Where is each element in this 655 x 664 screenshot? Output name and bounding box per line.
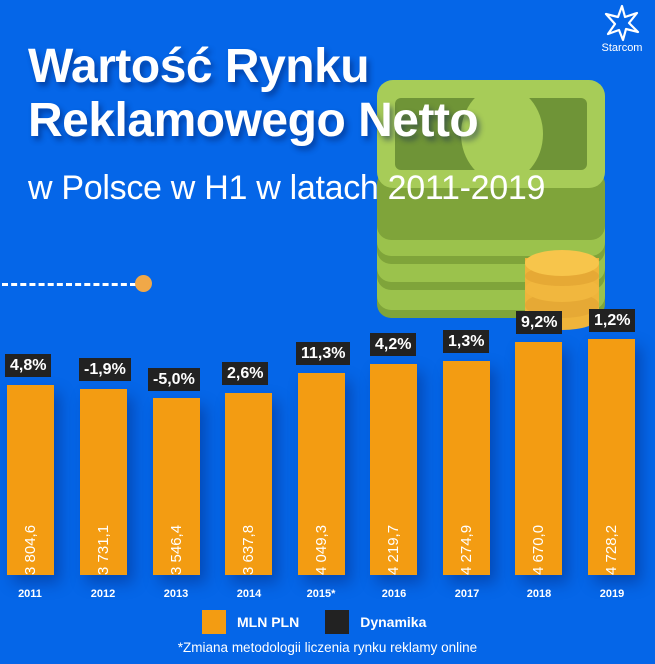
bar-value: 4 670,0 (529, 524, 547, 575)
title-line-1: Wartość Rynku (28, 40, 370, 93)
bar-value: 4 274,9 (457, 524, 475, 575)
legend-swatch-orange (202, 610, 226, 634)
year-label: 2011 (18, 588, 42, 600)
growth-label: 1,2% (589, 309, 636, 332)
year-label: 2012 (90, 588, 116, 600)
chart-legend: MLN PLN Dynamika (202, 610, 452, 634)
bar-value: 3 637,8 (239, 524, 257, 575)
money-stack-illustration (377, 80, 605, 330)
year-label: 2013 (163, 588, 189, 600)
growth-label: 4,8% (5, 354, 52, 377)
year-label: 2019 (599, 588, 625, 600)
bar-value: 4 049,3 (312, 524, 330, 575)
bar-2018: 4 670,0 (515, 342, 562, 575)
growth-label: -5,0% (148, 368, 200, 391)
bar-value: 3 546,4 (167, 524, 185, 575)
year-label: 2014 (236, 588, 262, 600)
page-title: Wartość Rynku Reklamowego Netto (28, 40, 479, 148)
bar-2015: 4 049,3 (298, 373, 345, 575)
bar-2016: 4 219,7 (370, 364, 417, 575)
title-line-2: Reklamowego Netto (28, 94, 479, 147)
growth-label: -1,9% (79, 358, 131, 381)
growth-label: 11,3% (296, 342, 351, 365)
growth-label: 1,3% (443, 330, 490, 353)
year-label: 2018 (526, 588, 552, 600)
bar-value: 4 728,2 (602, 524, 620, 575)
year-label: 2015* (306, 588, 336, 600)
bar-2019: 4 728,2 (588, 339, 635, 575)
growth-label: 2,6% (222, 362, 269, 385)
year-label: 2017 (454, 588, 480, 600)
decorative-dashed-line (2, 283, 136, 286)
subtitle: w Polsce w H1 w latach 2011-2019 (28, 169, 546, 207)
starcom-logo: Starcom (592, 4, 652, 64)
legend-item-mln-pln: MLN PLN (202, 610, 299, 634)
footnote: *Zmiana metodologii liczenia rynku rekla… (177, 640, 478, 655)
legend-label: Dynamika (360, 614, 427, 630)
legend-item-dynamika: Dynamika (325, 610, 426, 634)
bar-value: 3 731,1 (94, 524, 112, 575)
decorative-dot (135, 275, 152, 292)
growth-label: 9,2% (516, 311, 563, 334)
logo-text: Starcom (601, 42, 643, 54)
legend-swatch-black (325, 610, 350, 634)
star-icon (604, 4, 640, 42)
bar-value: 4 219,7 (384, 524, 402, 575)
bar-2014: 3 637,8 (225, 393, 272, 575)
legend-label: MLN PLN (237, 614, 300, 630)
year-label: 2016 (381, 588, 407, 600)
bar-2017: 4 274,9 (443, 361, 490, 575)
growth-label: 4,2% (370, 333, 417, 356)
bar-2012: 3 731,1 (80, 389, 127, 575)
bar-2011: 3 804,6 (7, 385, 54, 575)
bar-2013: 3 546,4 (153, 398, 200, 575)
bar-value: 3 804,6 (21, 524, 39, 575)
